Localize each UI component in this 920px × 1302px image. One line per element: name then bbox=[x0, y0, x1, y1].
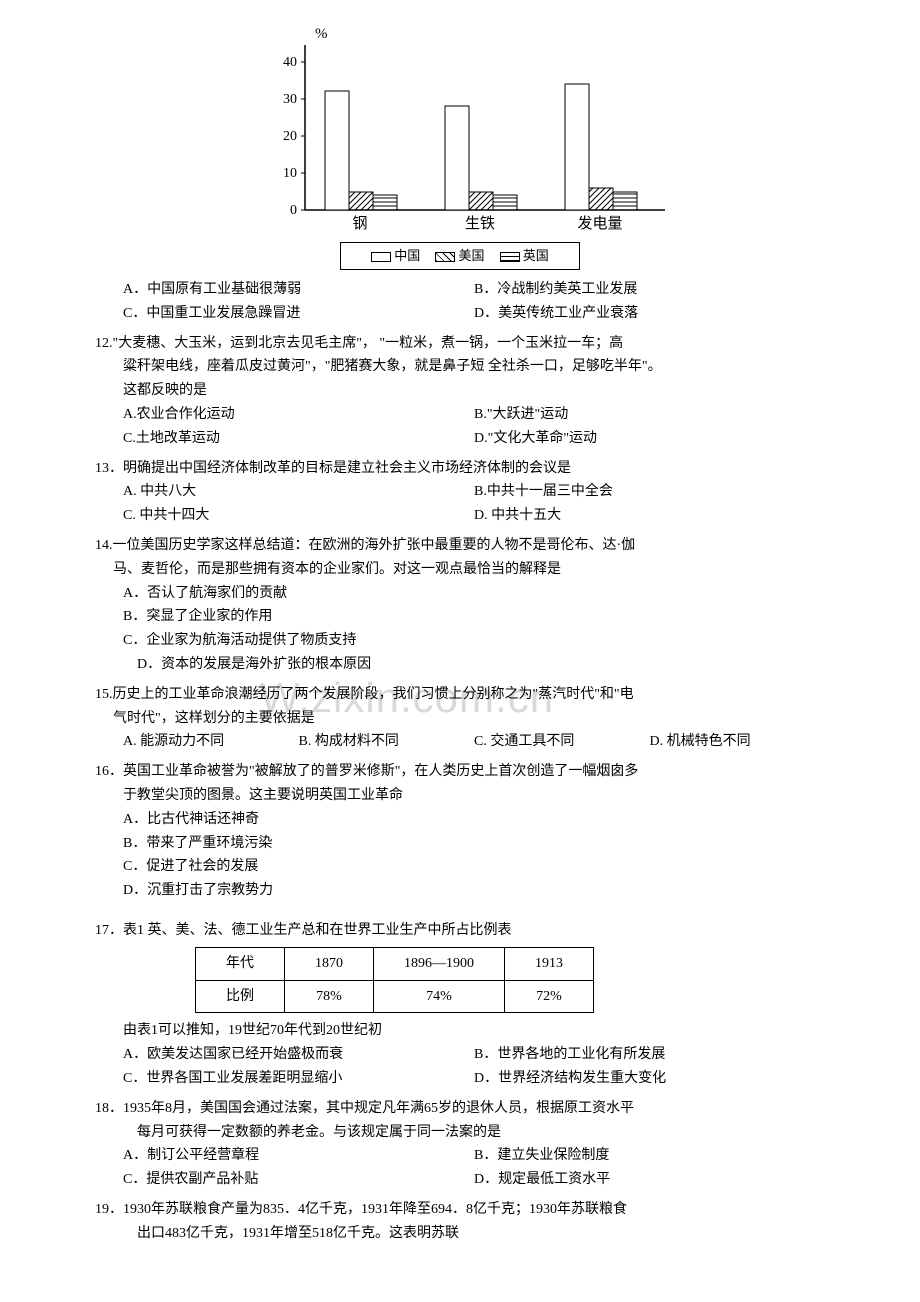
option: B.中共十一届三中全会 bbox=[474, 480, 825, 504]
svg-text:40: 40 bbox=[283, 55, 297, 70]
question-stem: 于教堂尖顶的图景。这主要说明英国工业革命 bbox=[95, 784, 825, 808]
legend-label: 中国 bbox=[394, 248, 420, 263]
table-cell: 比例 bbox=[196, 980, 285, 1013]
svg-text:30: 30 bbox=[283, 92, 297, 107]
svg-text:20: 20 bbox=[283, 129, 297, 144]
question-stem: 13．明确提出中国经济体制改革的目标是建立社会主义市场经济体制的会议是 bbox=[95, 457, 825, 481]
option: C.土地改革运动 bbox=[123, 427, 474, 451]
svg-text:10: 10 bbox=[283, 166, 297, 181]
option: D. 机械特色不同 bbox=[650, 730, 826, 754]
option: C．中国重工业发展急躁冒进 bbox=[123, 302, 474, 326]
option: B．建立失业保险制度 bbox=[474, 1144, 825, 1168]
option: C．企业家为航海活动提供了物质支持 bbox=[95, 629, 825, 653]
option: A.农业合作化运动 bbox=[123, 403, 474, 427]
legend-label: 英国 bbox=[523, 248, 549, 263]
option: A. 中共八大 bbox=[123, 480, 474, 504]
question-17: 17．表1 英、美、法、德工业生产总和在世界工业生产中所占比例表 年代 1870… bbox=[95, 919, 825, 1091]
table-cell: 1913 bbox=[505, 947, 594, 980]
table-row: 年代 1870 1896—1900 1913 bbox=[196, 947, 594, 980]
question-stem: 粱秆架电线，座着瓜皮过黄河"，"肥猪赛大象，就是鼻子短 全社杀一口，足够吃半年"… bbox=[95, 355, 825, 379]
svg-text:发电量: 发电量 bbox=[577, 215, 622, 232]
option: C. 交通工具不同 bbox=[474, 730, 650, 754]
table-cell: 72% bbox=[505, 980, 594, 1013]
option: A．制订公平经营章程 bbox=[123, 1144, 474, 1168]
question-stem: 每月可获得一定数额的养老金。与该规定属于同一法案的是 bbox=[95, 1121, 825, 1145]
question-stem: 由表1可以推知，19世纪70年代到20世纪初 bbox=[95, 1019, 825, 1043]
question-stem: 14.一位美国历史学家这样总结道：在欧洲的海外扩张中最重要的人物不是哥伦布、达·… bbox=[95, 534, 825, 558]
question-12: 12."大麦穗、大玉米，运到北京去见毛主席"， "一粒米，煮一锅，一个玉米拉一车… bbox=[95, 332, 825, 451]
option: D．规定最低工资水平 bbox=[474, 1168, 825, 1192]
question-stem: 12."大麦穗、大玉米，运到北京去见毛主席"， "一粒米，煮一锅，一个玉米拉一车… bbox=[95, 332, 825, 356]
option: A．否认了航海家们的贡献 bbox=[95, 582, 825, 606]
question-stem: 15.历史上的工业革命浪潮经历了两个发展阶段，我们习惯上分别称之为"蒸汽时代"和… bbox=[95, 683, 825, 707]
question-stem: 气时代"，这样划分的主要依据是 bbox=[95, 707, 825, 731]
option: D．沉重打击了宗教势力 bbox=[95, 879, 825, 903]
question-stem: 这都反映的是 bbox=[95, 379, 825, 403]
question-14: 14.一位美国历史学家这样总结道：在欧洲的海外扩张中最重要的人物不是哥伦布、达·… bbox=[95, 534, 825, 677]
option: D."文化大革命"运动 bbox=[474, 427, 825, 451]
question-stem: 出口483亿千克，1931年增至518亿千克。这表明苏联 bbox=[95, 1222, 825, 1246]
option: A. 能源动力不同 bbox=[123, 730, 299, 754]
option: B．冷战制约美英工业发展 bbox=[474, 278, 825, 302]
option: A．欧美发达国家已经开始盛极而衰 bbox=[123, 1043, 474, 1067]
question-stem: 16．英国工业革命被誉为"被解放了的普罗米修斯"，在人类历史上首次创造了一幅烟囱… bbox=[95, 760, 825, 784]
option: A．中国原有工业基础很薄弱 bbox=[123, 278, 474, 302]
option: B."大跃进"运动 bbox=[474, 403, 825, 427]
question-19: 19．1930年苏联粮食产量为835．4亿千克，1931年降至694．8亿千克；… bbox=[95, 1198, 825, 1246]
option: A．比古代神话还神奇 bbox=[95, 808, 825, 832]
option: D. 中共十五大 bbox=[474, 504, 825, 528]
svg-text:0: 0 bbox=[290, 203, 297, 218]
option: C．促进了社会的发展 bbox=[95, 855, 825, 879]
table-cell: 1896—1900 bbox=[374, 947, 505, 980]
question-13: 13．明确提出中国经济体制改革的目标是建立社会主义市场经济体制的会议是 A. 中… bbox=[95, 457, 825, 528]
bar-chart: % 0 10 20 30 40 钢 生铁 发电量 中国 美国 英国 bbox=[245, 20, 675, 270]
table-cell: 78% bbox=[285, 980, 374, 1013]
table-row: 比例 78% 74% 72% bbox=[196, 980, 594, 1013]
question-stem: 19．1930年苏联粮食产量为835．4亿千克，1931年降至694．8亿千克；… bbox=[95, 1198, 825, 1222]
table-cell: 年代 bbox=[196, 947, 285, 980]
question-stem: 18．1935年8月，美国国会通过法案，其中规定凡年满65岁的退休人员，根据原工… bbox=[95, 1097, 825, 1121]
question-15: 15.历史上的工业革命浪潮经历了两个发展阶段，我们习惯上分别称之为"蒸汽时代"和… bbox=[95, 683, 825, 754]
question-11-options: A．中国原有工业基础很薄弱 B．冷战制约美英工业发展 C．中国重工业发展急躁冒进… bbox=[95, 278, 825, 326]
question-16: 16．英国工业革命被誉为"被解放了的普罗米修斯"，在人类历史上首次创造了一幅烟囱… bbox=[95, 760, 825, 903]
question-18: 18．1935年8月，美国国会通过法案，其中规定凡年满65岁的退休人员，根据原工… bbox=[95, 1097, 825, 1192]
y-axis-unit: % bbox=[315, 26, 328, 42]
option: B. 构成材料不同 bbox=[299, 730, 475, 754]
option: C．提供农副产品补贴 bbox=[123, 1168, 474, 1192]
legend-label: 美国 bbox=[458, 248, 484, 263]
data-table: 年代 1870 1896—1900 1913 比例 78% 74% 72% bbox=[195, 947, 594, 1014]
svg-text:钢: 钢 bbox=[352, 215, 367, 232]
option: D．资本的发展是海外扩张的根本原因 bbox=[95, 653, 825, 677]
option: D．美英传统工业产业衰落 bbox=[474, 302, 825, 326]
option: C. 中共十四大 bbox=[123, 504, 474, 528]
option: C．世界各国工业发展差距明显缩小 bbox=[123, 1067, 474, 1091]
chart-legend: 中国 美国 英国 bbox=[340, 242, 580, 270]
svg-text:生铁: 生铁 bbox=[465, 215, 495, 232]
option: B．世界各地的工业化有所发展 bbox=[474, 1043, 825, 1067]
table-cell: 1870 bbox=[285, 947, 374, 980]
option: B．突显了企业家的作用 bbox=[95, 605, 825, 629]
option: D．世界经济结构发生重大变化 bbox=[474, 1067, 825, 1091]
option: B．带来了严重环境污染 bbox=[95, 832, 825, 856]
table-cell: 74% bbox=[374, 980, 505, 1013]
question-stem: 马、麦哲伦，而是那些拥有资本的企业家们。对这一观点最恰当的解释是 bbox=[95, 558, 825, 582]
question-stem: 17．表1 英、美、法、德工业生产总和在世界工业生产中所占比例表 bbox=[95, 919, 825, 943]
